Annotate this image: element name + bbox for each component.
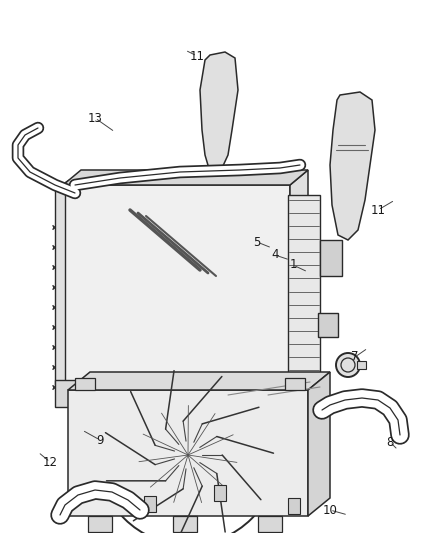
Text: 11: 11 [371, 204, 385, 216]
Text: 4: 4 [271, 248, 279, 262]
Circle shape [61, 179, 89, 207]
Polygon shape [214, 485, 226, 501]
Polygon shape [55, 380, 78, 407]
Text: 11: 11 [190, 50, 205, 62]
Polygon shape [330, 92, 375, 240]
Text: 13: 13 [88, 111, 102, 125]
Text: 10: 10 [322, 504, 337, 516]
Polygon shape [318, 312, 338, 337]
Polygon shape [285, 378, 305, 390]
Circle shape [344, 182, 360, 198]
Circle shape [67, 185, 83, 201]
Polygon shape [68, 372, 330, 390]
Text: 12: 12 [42, 456, 57, 469]
Polygon shape [173, 516, 197, 532]
Circle shape [336, 353, 360, 377]
Polygon shape [55, 185, 65, 385]
Polygon shape [63, 185, 290, 385]
Circle shape [212, 138, 226, 152]
Polygon shape [308, 372, 330, 516]
Circle shape [214, 105, 224, 115]
Polygon shape [288, 497, 300, 513]
Circle shape [59, 390, 73, 404]
Polygon shape [288, 195, 320, 375]
Circle shape [174, 441, 202, 469]
Polygon shape [260, 380, 292, 403]
Polygon shape [320, 240, 342, 276]
Polygon shape [75, 378, 95, 390]
Polygon shape [200, 52, 238, 175]
Polygon shape [290, 170, 308, 385]
Polygon shape [88, 516, 112, 532]
Text: 7: 7 [351, 351, 359, 364]
Polygon shape [357, 361, 366, 369]
Polygon shape [63, 170, 308, 185]
Text: 8: 8 [386, 435, 394, 448]
Polygon shape [145, 496, 156, 512]
Text: 1: 1 [289, 259, 297, 271]
Polygon shape [68, 390, 308, 516]
Polygon shape [258, 516, 282, 532]
Text: 9: 9 [96, 433, 104, 447]
Text: 5: 5 [253, 236, 261, 248]
